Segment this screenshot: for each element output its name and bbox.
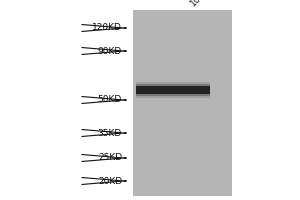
Text: 25KD: 25KD xyxy=(98,154,122,162)
Text: 35KD: 35KD xyxy=(98,129,122,138)
Text: 90KD: 90KD xyxy=(98,46,122,55)
Bar xyxy=(136,86,210,94)
Text: 50KD: 50KD xyxy=(98,96,122,104)
Text: 10ng: 10ng xyxy=(189,0,211,8)
Text: 120KD: 120KD xyxy=(92,23,122,32)
Bar xyxy=(136,84,210,96)
Bar xyxy=(136,82,210,98)
Bar xyxy=(133,10,232,196)
Text: 20KD: 20KD xyxy=(98,176,122,186)
